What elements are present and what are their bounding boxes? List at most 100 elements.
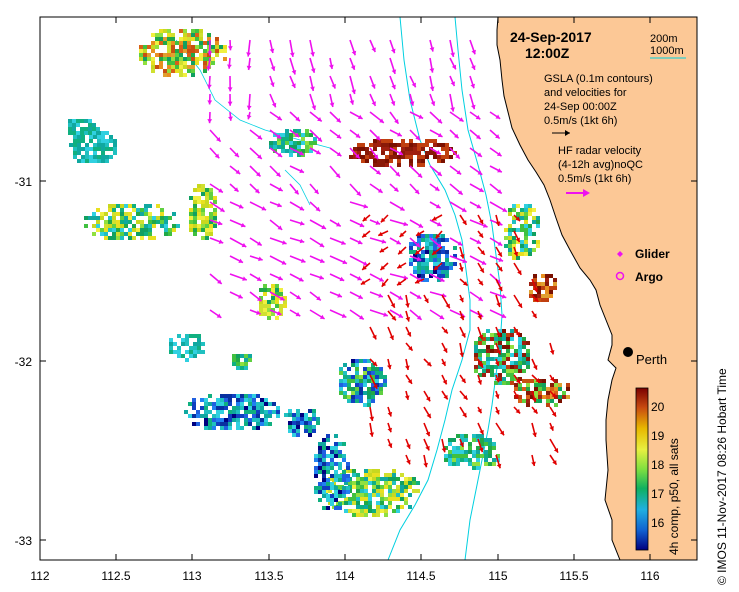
sst-pixel [413,266,417,270]
gsla-arrow [495,246,503,258]
sst-pixel [409,159,413,163]
sst-pixel [476,462,480,466]
hf-radar-arrow [489,237,503,247]
sst-pixel [383,375,387,379]
sst-pixel [417,155,421,159]
sst-pixel [376,509,380,513]
sst-pixel [494,333,498,337]
sst-pixel [429,234,433,238]
gsla-arrow [405,326,412,337]
sst-pixel [379,387,383,391]
sst-pixel [338,474,342,478]
sst-pixel [205,204,209,208]
sst-pixel [425,246,429,250]
sst-pixel [478,349,482,353]
hf-radar-arrow [249,147,263,160]
sst-pixel [89,135,93,139]
sst-pixel [514,387,518,391]
platform-legend: Glider Argo [615,247,670,284]
sst-pixel [318,446,322,450]
sst-pixel [342,470,346,474]
sst-pixel [514,361,518,365]
sst-pixel [526,399,530,403]
gsla-arrow [495,214,501,227]
sst-pixel [494,337,498,341]
sst-pixel [474,357,478,361]
sst-pixel [260,410,264,414]
sst-pixel [112,232,116,236]
sst-pixel [93,155,97,159]
sst-pixel [549,274,553,278]
sst-pixel [506,373,510,377]
hf-radar-arrow [227,57,232,69]
sst-pixel [228,402,232,406]
hf-radar-arrow [349,291,364,300]
sst-pixel [516,252,520,256]
hf-radar-arrow [209,273,223,285]
sst-pixel [486,337,490,341]
sst-pixel [490,337,494,341]
sst-pixel [498,337,502,341]
sst-pixel [275,316,279,320]
sst-pixel [417,163,421,167]
sst-pixel [297,141,301,145]
sst-pixel [348,481,352,485]
sst-pixel [512,240,516,244]
sst-pixel [259,308,263,312]
sst-pixel [388,493,392,497]
hf-radar-arrow [469,255,487,266]
sst-pixel [522,337,526,341]
gsla-arrow [377,230,389,237]
hf-radar-arrow [269,129,282,140]
sst-pixel [449,155,453,159]
sst-pixel [359,383,363,387]
gsla-arrow [513,326,521,337]
sst-pixel [334,470,338,474]
sst-pixel [100,228,104,232]
sst-pixel [388,501,392,505]
sst-pixel [256,418,260,422]
sst-pixel [351,363,355,367]
sst-pixel [112,224,116,228]
sst-pixel [313,137,317,141]
sst-pixel [356,489,360,493]
sst-pixel [409,143,413,147]
sst-pixel [566,387,570,391]
sst-pixel [259,304,263,308]
sst-pixel [421,147,425,151]
gsla-arrow [495,406,500,415]
sst-pixel [452,462,456,466]
sst-pixel [159,41,163,45]
sst-pixel [244,362,248,366]
sst-pixel [68,131,72,135]
sst-pixel [116,224,120,228]
sst-pixel [355,387,359,391]
hf-radar-arrow [229,183,240,193]
hf-radar-arrow [409,183,420,195]
sst-pixel [530,379,534,383]
gsla-arrow [494,358,500,367]
sst-pixel [526,357,530,361]
sst-pixel [360,513,364,517]
colorbar-tick: 20 [651,400,665,414]
sst-pixel [285,137,289,141]
sst-pixel [522,345,526,349]
sst-pixel [421,254,425,258]
sst-pixel [413,258,417,262]
sst-pixel [309,149,313,153]
sst-pixel [177,334,181,338]
sst-pixel [554,383,558,387]
perth-marker[interactable]: Perth [623,347,667,367]
sst-pixel [360,509,364,513]
sst-pixel [468,462,472,466]
sst-pixel [179,69,183,73]
sst-pixel [526,395,530,399]
sst-pixel [338,506,342,510]
sst-pixel [105,147,109,151]
sst-pixel [77,159,81,163]
gsla-arrow [387,310,397,321]
sst-pixel [101,151,105,155]
sst-pixel [191,45,195,49]
sst-pixel [520,212,524,216]
hf-radar-arrow [369,93,377,107]
